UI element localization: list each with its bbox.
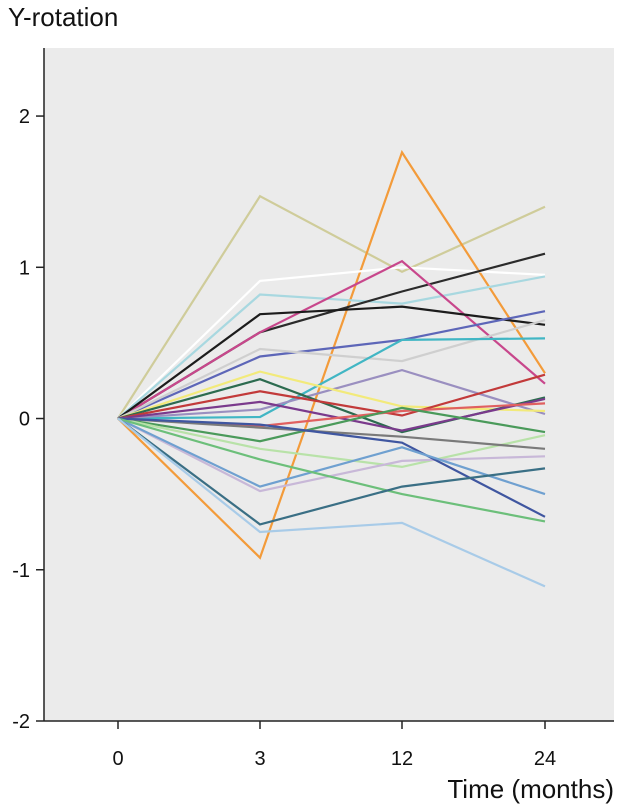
series-line-15 bbox=[117, 397, 546, 432]
y-tick-label: -1 bbox=[12, 560, 30, 582]
series-line-25 bbox=[117, 417, 546, 588]
x-tick-label: 12 bbox=[391, 748, 413, 770]
series-line-17 bbox=[117, 406, 546, 443]
series-line-19 bbox=[117, 417, 546, 450]
series-line-3 bbox=[117, 266, 546, 420]
y-axis-title: Y-rotation bbox=[8, 2, 118, 32]
series-line-12 bbox=[117, 370, 546, 420]
series-line-6 bbox=[117, 259, 546, 420]
x-axis-ticks: 0 3 12 24 bbox=[112, 721, 556, 770]
series-line-10 bbox=[117, 337, 546, 420]
series-line-4 bbox=[117, 275, 546, 420]
series-line-7 bbox=[117, 305, 546, 420]
series-line-9 bbox=[117, 319, 546, 420]
series-line-23 bbox=[117, 417, 546, 523]
series-line-1 bbox=[117, 194, 546, 420]
series-line-21 bbox=[117, 417, 546, 518]
y-tick-label: -2 bbox=[12, 711, 30, 733]
series-layer bbox=[117, 149, 546, 588]
y-tick-label: 0 bbox=[19, 409, 30, 431]
series-line-24 bbox=[117, 417, 546, 526]
x-tick-label: 24 bbox=[534, 748, 556, 770]
y-tick-label: 1 bbox=[19, 257, 30, 279]
x-axis-title: Time (months) bbox=[447, 774, 614, 804]
series-line-18 bbox=[117, 417, 546, 469]
y-tick-label: 2 bbox=[19, 106, 30, 128]
x-tick-label: 0 bbox=[112, 748, 123, 770]
series-line-14 bbox=[117, 373, 546, 420]
x-tick-label: 3 bbox=[254, 748, 265, 770]
y-axis-ticks: -2 -1 0 1 2 bbox=[12, 106, 44, 733]
plot-area bbox=[44, 48, 614, 721]
series-line-8 bbox=[117, 310, 546, 420]
series-line-22 bbox=[117, 417, 546, 496]
